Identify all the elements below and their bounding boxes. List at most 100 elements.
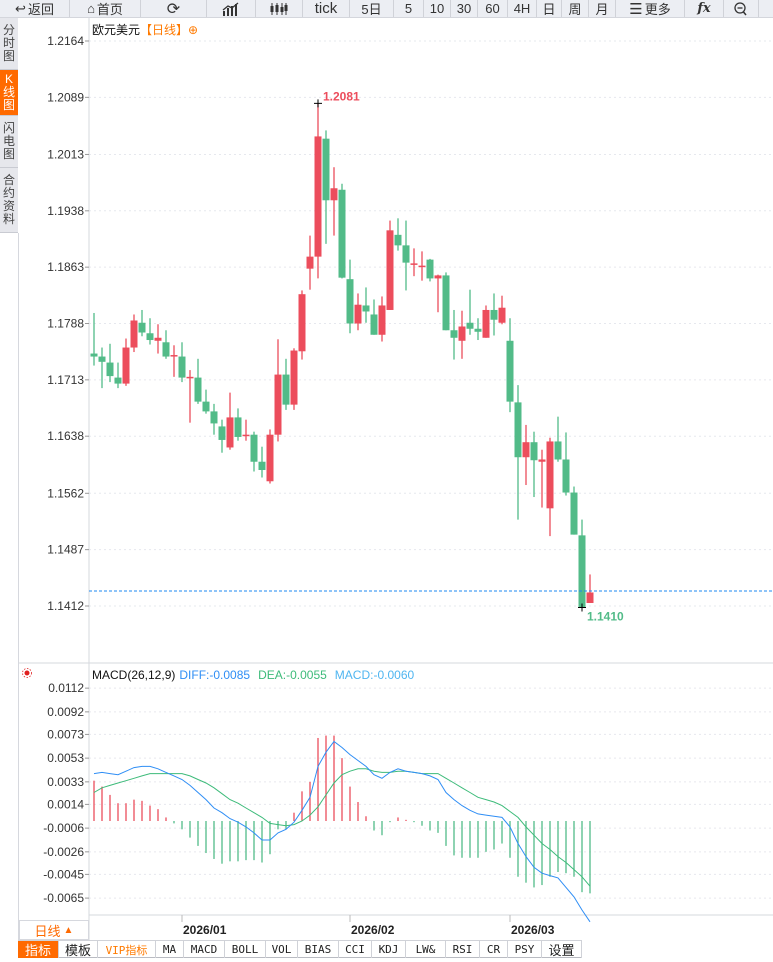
five-day-button[interactable]: 5日 <box>350 0 394 17</box>
tab-vip-indicators[interactable]: VIP指标 <box>98 941 156 958</box>
candle <box>122 338 130 386</box>
tab-bias[interactable]: BIAS <box>298 941 339 958</box>
candle-body <box>410 263 418 265</box>
tab-vol[interactable]: VOL <box>266 941 298 958</box>
tab-indicators[interactable]: 指标 <box>18 941 59 958</box>
price-tick-label: 1.2089 <box>47 90 84 104</box>
candle-body <box>282 374 290 405</box>
candle <box>426 258 434 282</box>
formula-button[interactable]: fx <box>685 0 724 17</box>
price-tick-label: 1.1863 <box>47 260 84 274</box>
tick-button[interactable]: tick <box>303 0 350 17</box>
refresh-button[interactable]: ⟳ <box>141 0 207 18</box>
candle <box>186 370 194 423</box>
add-icon[interactable]: ⊕ <box>188 23 198 37</box>
candle <box>442 272 450 331</box>
candle-body <box>98 356 106 362</box>
sidebar-item-contract-info[interactable]: 合约资料 <box>0 168 18 233</box>
tab-cci[interactable]: CCI <box>339 941 372 958</box>
candle <box>338 183 346 279</box>
candle <box>482 305 490 338</box>
sidebar-item-time-chart[interactable]: 分时图 <box>0 18 18 70</box>
tab-psy[interactable]: PSY <box>508 941 542 958</box>
candle <box>138 309 146 337</box>
candlestick-icon <box>270 2 288 15</box>
tab-ma[interactable]: MA <box>156 941 184 958</box>
period-30-button[interactable]: 30 <box>451 0 478 17</box>
candle-body <box>170 355 178 357</box>
candle <box>578 519 586 608</box>
candle-body <box>442 275 450 331</box>
candle-body <box>250 434 258 462</box>
more-button[interactable]: ☰ 更多 <box>616 0 685 18</box>
price-tick-label: 1.1412 <box>47 599 84 613</box>
candle <box>194 358 202 404</box>
candle-body <box>418 265 426 268</box>
tab-lw[interactable]: LW& <box>406 941 446 958</box>
candle-body <box>562 459 570 493</box>
tab-settings[interactable]: 设置 <box>542 941 582 958</box>
candle <box>378 296 386 342</box>
back-button[interactable]: ↩ 返回 <box>0 0 70 17</box>
candle <box>466 289 474 335</box>
candle <box>354 293 362 331</box>
period-60-button[interactable]: 60 <box>478 0 508 17</box>
candle-body <box>330 188 338 201</box>
max_label: 1.2081 <box>323 89 360 103</box>
candle <box>242 419 250 441</box>
candle <box>266 429 274 484</box>
candle-body <box>514 402 522 458</box>
indicator-chart-button[interactable] <box>207 0 256 17</box>
period-month-button[interactable]: 月 <box>589 0 616 17</box>
candle <box>106 343 114 383</box>
indicator-settings-icon[interactable] <box>22 668 32 678</box>
period-10-button[interactable]: 10 <box>424 0 451 17</box>
candle <box>282 358 290 410</box>
date-label: 2026/02 <box>351 923 395 937</box>
tab-rsi[interactable]: RSI <box>446 941 480 958</box>
triangle-up-icon: ▲ <box>63 924 74 936</box>
candle <box>346 259 354 334</box>
tab-kdj[interactable]: KDJ <box>372 941 406 958</box>
tab-templates[interactable]: 模板 <box>59 941 98 958</box>
period-day-button[interactable]: 日 <box>537 0 562 17</box>
price-tick-label: 1.2164 <box>47 34 84 48</box>
zoom-out-button[interactable] <box>724 0 759 17</box>
period-week-button[interactable]: 周 <box>562 0 589 17</box>
candle <box>226 392 234 450</box>
candle <box>330 167 338 236</box>
period-selector-button[interactable]: 日线 ▲ <box>19 920 89 940</box>
price-tick-label: 1.1713 <box>47 373 84 387</box>
home-button[interactable]: ⌂ 首页 <box>70 0 141 17</box>
sidebar-item-kline-chart[interactable]: K线图 <box>0 70 18 116</box>
candle <box>538 449 546 508</box>
macd-tick-label: -0.0045 <box>43 867 84 881</box>
candle <box>98 347 106 389</box>
sidebar-item-flash-chart[interactable]: 闪电图 <box>0 116 18 168</box>
candle-body <box>186 376 194 379</box>
candle-body <box>178 356 186 378</box>
candlestick-button[interactable] <box>256 0 303 17</box>
candle <box>90 312 98 366</box>
period-5-button[interactable]: 5 <box>394 0 424 17</box>
candle-body <box>266 434 274 482</box>
tab-macd[interactable]: MACD <box>184 941 225 958</box>
candle-body <box>362 305 370 312</box>
candle-body <box>482 309 490 338</box>
candle-body <box>554 441 562 460</box>
candle-body <box>506 340 514 402</box>
candle <box>218 419 226 453</box>
candle-body <box>114 377 122 384</box>
tab-cr[interactable]: CR <box>480 941 508 958</box>
candle <box>170 345 178 377</box>
period-4h-button[interactable]: 4H <box>508 0 537 17</box>
candle <box>202 389 210 414</box>
candle <box>410 248 418 277</box>
candle-body <box>290 350 298 405</box>
candle <box>306 235 314 290</box>
candle-body <box>394 234 402 246</box>
candle <box>458 310 466 359</box>
tab-boll[interactable]: BOLL <box>225 941 266 958</box>
candle <box>234 408 242 441</box>
